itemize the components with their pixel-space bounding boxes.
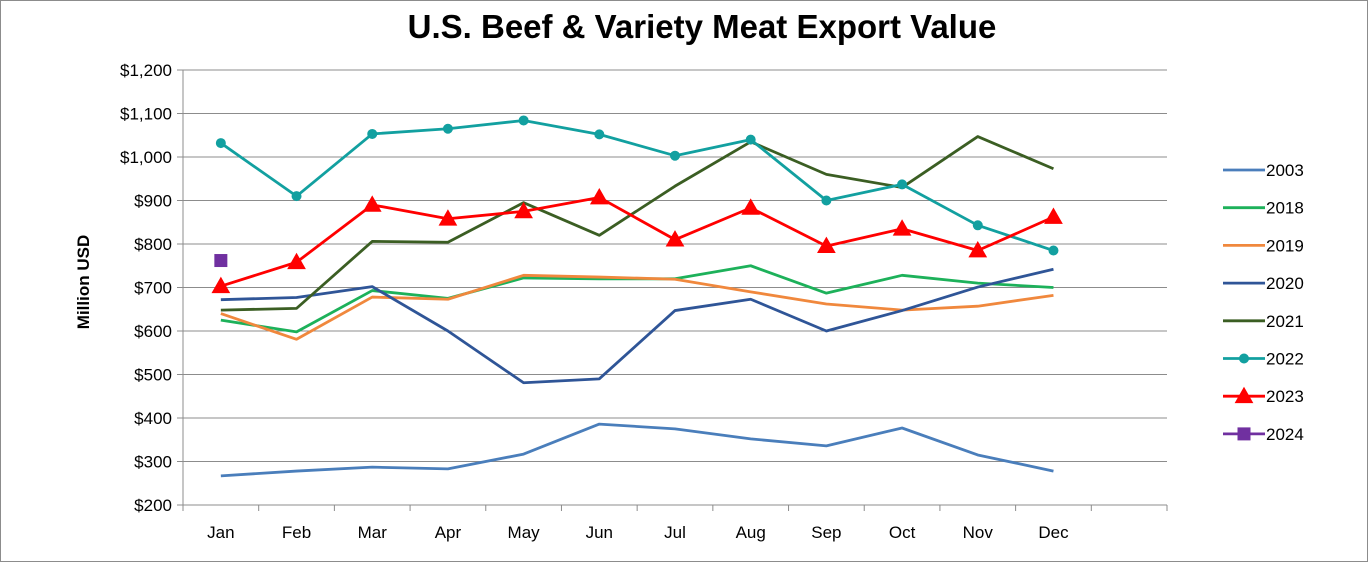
data-point-2022-jul [670, 150, 680, 161]
series-line-2022 [220, 119, 1054, 252]
data-point-2022-feb [291, 191, 302, 202]
x-tick-label-feb: Feb [282, 523, 311, 542]
series-2003 [220, 422, 1054, 478]
data-point-2022-nov [972, 220, 983, 231]
series-2018 [220, 264, 1054, 334]
x-tick-label-jan: Jan [207, 523, 234, 542]
data-point-2022-jan [215, 138, 226, 149]
legend-label-2020: 2020 [1266, 274, 1304, 293]
legend-label-2018: 2018 [1266, 199, 1304, 218]
x-tick-label-sep: Sep [811, 523, 841, 542]
legend-item-2024: 2024 [1223, 425, 1304, 444]
y-tick-label: $700 [134, 279, 172, 298]
x-tick-label-aug: Aug [736, 523, 766, 542]
y-tick-label: $1,100 [120, 105, 172, 124]
legend-label-2024: 2024 [1266, 425, 1304, 444]
legend-item-2021: 2021 [1223, 312, 1304, 331]
data-point-2024-jan [214, 254, 228, 268]
x-tick-label-jun: Jun [586, 523, 613, 542]
legend-item-2018: 2018 [1223, 199, 1304, 218]
legend-label-2023: 2023 [1266, 387, 1304, 406]
data-point-2022-jun [594, 129, 605, 140]
legend-label-2003: 2003 [1266, 161, 1304, 180]
y-tick-label: $900 [134, 192, 172, 211]
data-point-2022-aug [745, 134, 756, 145]
series-line-2020 [220, 267, 1054, 385]
y-tick-label: $200 [134, 496, 172, 515]
legend-label-2019: 2019 [1266, 236, 1304, 255]
y-tick-label: $400 [134, 409, 172, 428]
x-tick-label-dec: Dec [1038, 523, 1069, 542]
legend-item-2019: 2019 [1223, 236, 1304, 255]
x-tick-label-oct: Oct [889, 523, 916, 542]
x-tick-label-nov: Nov [963, 523, 994, 542]
data-point-2022-dec [1048, 245, 1059, 256]
y-tick-label: $300 [134, 453, 172, 472]
data-point-2023-jan [211, 276, 231, 294]
legend-item-2023: 2023 [1223, 386, 1304, 406]
legend-label-2021: 2021 [1266, 312, 1304, 331]
data-point-2023-feb [287, 252, 306, 270]
data-point-2023-may [514, 201, 533, 219]
x-tick-label-jul: Jul [664, 523, 686, 542]
y-tick-label: $600 [134, 322, 172, 341]
data-point-2022-may [518, 115, 529, 126]
legend: 2003 2018 2019 2020 2021 2022 2023 2024 [1223, 161, 1304, 444]
x-tick-label-apr: Apr [435, 523, 462, 542]
series-2021 [220, 135, 1055, 312]
y-axis-label: Million USD [74, 235, 93, 329]
data-point-2023-apr [438, 209, 458, 226]
gridlines [183, 69, 1167, 506]
series-2022 [215, 115, 1059, 256]
data-point-2023-oct [892, 219, 912, 236]
data-point-2023-jun [589, 187, 609, 205]
legend-marker-2024 [1237, 427, 1251, 441]
data-point-2023-aug [741, 198, 761, 215]
y-tick-label: $1,000 [120, 148, 172, 167]
legend-marker-2022 [1239, 353, 1249, 364]
data-point-2023-mar [362, 195, 382, 212]
legend-item-2020: 2020 [1223, 274, 1304, 293]
series-line-2019 [220, 273, 1054, 341]
data-point-2023-nov [968, 241, 988, 258]
legend-item-2003: 2003 [1223, 161, 1304, 180]
data-point-2023-dec [1044, 207, 1063, 224]
series-line-2021 [220, 135, 1055, 312]
y-tick-label: $500 [134, 366, 172, 385]
y-tick-label: $1,200 [120, 61, 172, 80]
axes: $200 $300 $400 $500 $600 $700 $800 $900 $1,000 $1… [120, 61, 1168, 542]
chart-title: U.S. Beef & Variety Meat Export Value [408, 8, 997, 45]
data-point-2022-apr [442, 123, 453, 134]
x-tick-label-may: May [508, 523, 541, 542]
series-2019 [220, 273, 1054, 341]
data-point-2022-mar [367, 128, 378, 139]
series-line-2018 [220, 264, 1054, 334]
data-point-2023-sep [817, 236, 836, 254]
y-tick-label: $800 [134, 235, 172, 254]
series-2024 [214, 254, 228, 268]
data-point-2022-sep [821, 195, 832, 206]
data-point-2023-jul [665, 230, 685, 247]
series-2020 [220, 267, 1054, 385]
series-line-2003 [220, 422, 1054, 478]
series-line-2023 [220, 196, 1055, 288]
legend-item-2022: 2022 [1223, 350, 1304, 369]
series-lines [211, 115, 1063, 478]
legend-marker-2023 [1234, 386, 1254, 404]
legend-label-2022: 2022 [1266, 350, 1304, 369]
series-2023 [211, 187, 1063, 294]
x-tick-label-mar: Mar [358, 523, 388, 542]
data-point-2022-oct [897, 179, 908, 190]
